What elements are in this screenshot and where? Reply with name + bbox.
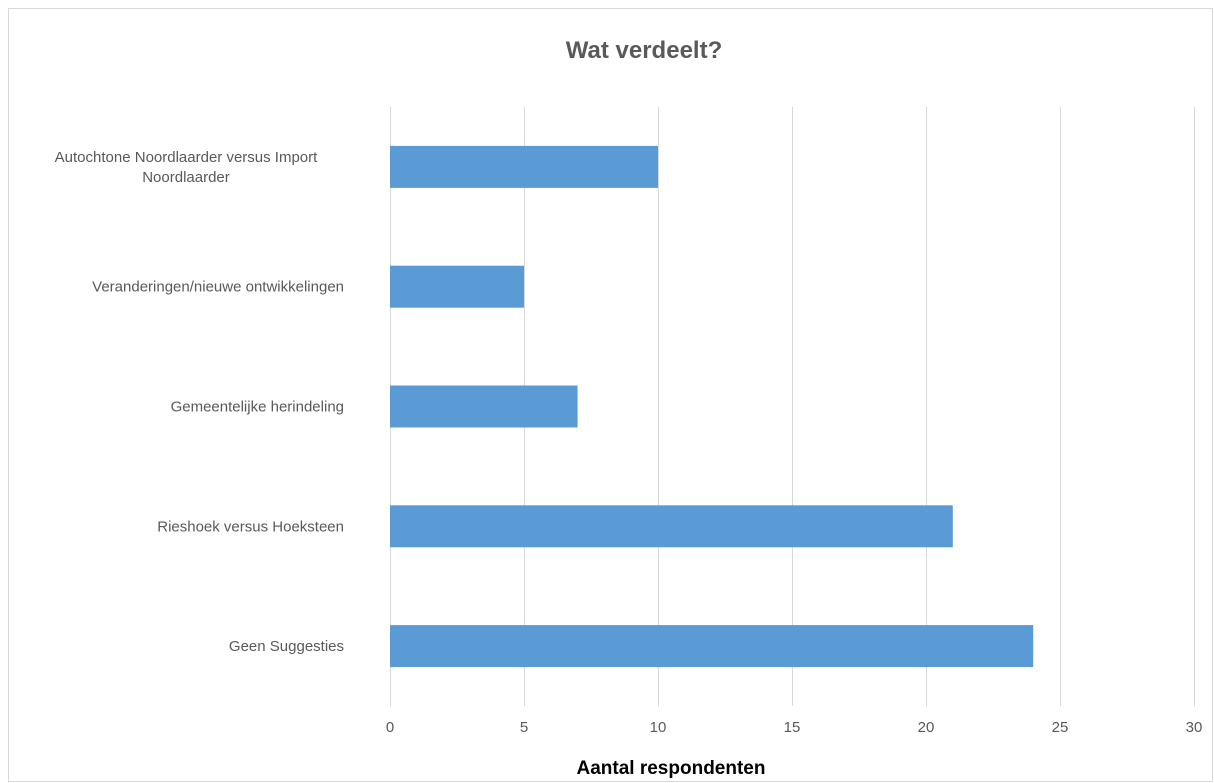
category-label: Geen Suggesties	[229, 638, 344, 655]
x-tick-label: 20	[918, 719, 935, 736]
category-label: Gemeentelijke herindeling	[171, 399, 344, 416]
bar	[390, 505, 953, 548]
category-labels: Autochtone Noordlaarder versus Import Noo…	[55, 149, 344, 655]
bar	[390, 385, 578, 428]
bar	[390, 265, 524, 308]
x-axis-title: Aantal respondenten	[577, 758, 766, 779]
x-tick-label: 5	[520, 719, 528, 736]
category-label: Veranderingen/nieuwe ontwikkelingen	[92, 279, 344, 296]
grid-layer	[390, 107, 1195, 706]
category-label: Rieshoek versus Hoeksteen	[157, 518, 344, 535]
x-tick-labels: 0 5 10 15 20 25 30	[386, 719, 1203, 736]
x-tick-label: 10	[650, 719, 667, 736]
x-tick-label: 25	[1052, 719, 1069, 736]
bar-layer	[390, 145, 1034, 668]
x-tick-label: 0	[386, 719, 394, 736]
bar	[390, 625, 1034, 668]
x-tick-label: 15	[784, 719, 801, 736]
category-label: Autochtone Noordlaarder versus Import Noo…	[55, 149, 318, 186]
bar	[390, 145, 658, 188]
x-tick-label: 30	[1186, 719, 1203, 736]
chart-title: Wat verdeelt?	[566, 37, 722, 64]
